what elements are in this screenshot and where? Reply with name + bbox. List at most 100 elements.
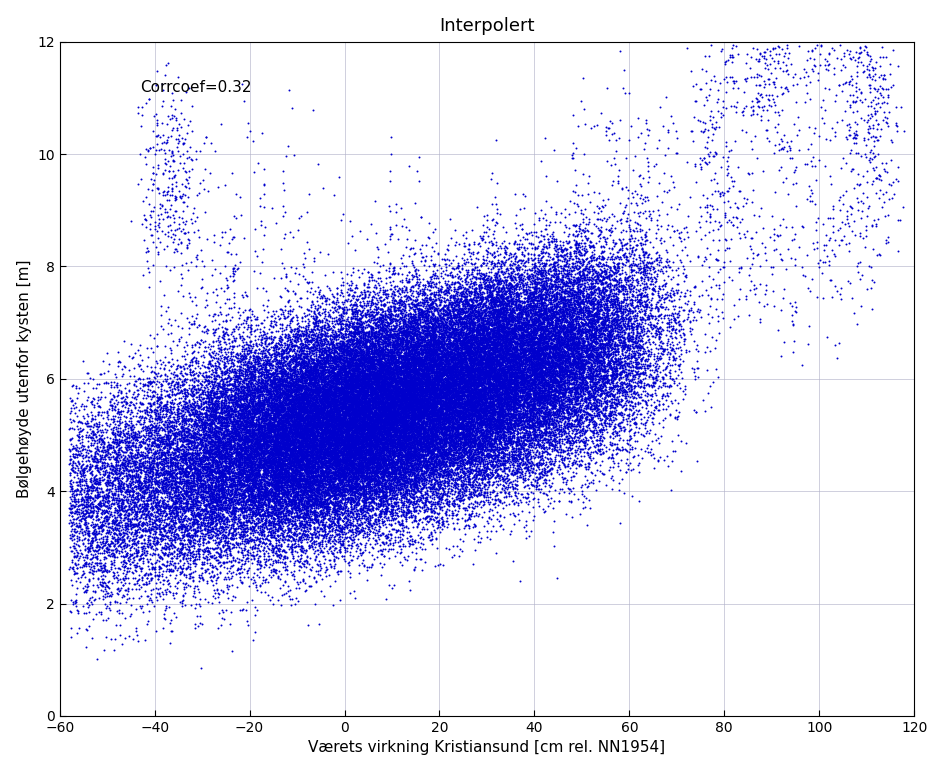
Point [258,514,273,527]
Point [397,466,413,479]
Point [457,313,472,325]
Point [519,369,534,381]
Point [274,361,289,374]
Point [281,469,296,482]
Point [456,402,471,415]
Point [549,314,565,327]
Point [463,394,478,407]
Point [512,399,527,411]
Point [180,412,195,425]
Point [363,438,379,451]
Point [213,371,228,383]
Point [381,346,396,358]
Point [559,361,574,373]
Point [461,383,476,395]
Point [314,392,329,405]
Point [395,424,410,436]
Point [482,340,497,353]
Point [491,446,506,459]
Point [431,378,447,390]
Point [382,400,397,412]
Point [467,330,482,342]
Point [267,527,282,539]
Point [418,460,433,472]
Point [358,337,373,350]
Point [479,425,494,437]
Point [506,411,521,424]
Point [413,347,428,360]
Point [493,360,508,372]
Point [526,311,541,323]
Point [222,458,237,470]
Point [307,334,322,347]
Point [369,435,384,448]
Point [212,479,228,492]
Point [340,344,355,357]
Point [364,509,379,521]
Point [318,466,333,479]
Point [214,438,229,450]
Point [175,462,190,474]
Point [531,343,547,355]
Point [428,415,443,427]
Point [247,378,262,390]
Point [423,270,438,283]
Point [566,403,582,415]
Point [480,392,495,405]
Point [188,489,203,502]
Point [480,401,496,413]
Point [271,496,286,508]
Point [112,483,127,496]
Point [468,403,483,415]
Point [422,334,437,346]
Point [343,496,358,509]
Point [245,433,261,445]
Point [329,438,345,451]
Point [499,354,514,366]
Point [438,368,453,381]
Point [514,332,530,344]
Point [480,381,496,393]
Point [295,459,311,471]
Point [266,526,281,538]
Point [384,330,399,342]
Point [381,374,396,386]
Point [423,426,438,438]
Point [450,381,465,393]
Point [286,478,301,490]
Point [490,379,505,391]
Point [304,529,319,541]
Point [253,398,268,410]
Point [270,367,285,379]
Point [278,413,294,425]
Point [198,528,213,540]
Point [113,459,128,471]
Point [261,440,277,452]
Point [625,276,640,288]
Point [621,395,636,408]
Point [264,405,279,417]
Point [305,364,320,376]
Point [475,292,490,304]
Point [110,562,126,574]
Point [606,317,621,330]
Point [452,456,467,469]
Point [255,438,270,450]
Point [604,381,619,394]
Point [385,347,400,360]
Point [357,367,372,379]
Point [580,324,595,337]
Point [194,469,210,482]
Point [326,485,341,497]
Point [160,459,175,471]
Point [270,482,285,495]
Point [307,530,322,543]
Point [463,359,478,371]
Point [214,367,229,380]
Point [398,458,413,470]
Point [578,263,593,276]
Point [366,457,381,469]
Point [261,412,277,425]
Point [321,412,336,425]
Point [319,411,334,424]
